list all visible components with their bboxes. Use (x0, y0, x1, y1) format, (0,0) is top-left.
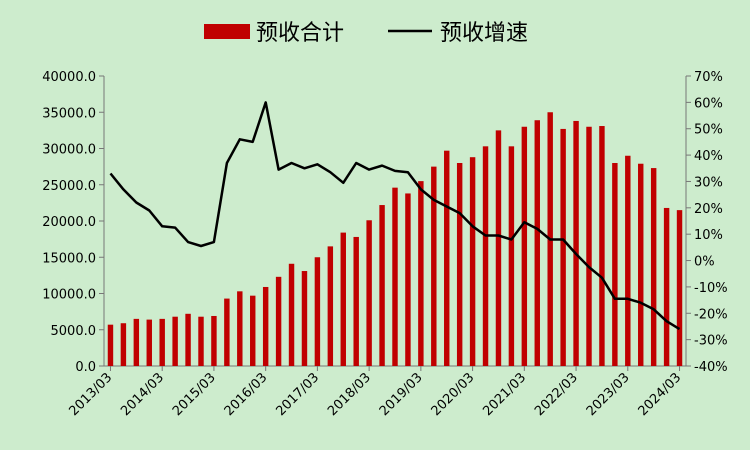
bar (327, 246, 334, 366)
line-series (109, 101, 681, 331)
bar (353, 236, 359, 366)
bar (198, 316, 204, 366)
bar (379, 205, 385, 366)
right-tick-label: -10% (694, 281, 728, 296)
bar (405, 193, 411, 366)
right-tick-label: 40% (694, 149, 723, 164)
x-tick-label: 2019/03 (377, 370, 426, 419)
right-tick-label: -30% (694, 334, 728, 349)
bar (366, 220, 372, 366)
bar-series (107, 112, 683, 367)
x-tick-label: 2014/03 (118, 370, 167, 419)
right-tick-label: -20% (694, 307, 728, 322)
bar (392, 187, 398, 366)
growth-line (109, 101, 681, 331)
x-tick-label: 2013/03 (66, 370, 115, 419)
bar (444, 150, 450, 366)
left-tick-label: 5000.0 (51, 324, 97, 339)
bar (120, 323, 127, 366)
bar (211, 315, 217, 366)
left-tick-label: 15000.0 (42, 251, 96, 266)
left-tick-label: 30000.0 (42, 143, 96, 158)
bar (275, 276, 282, 366)
bar (262, 286, 269, 366)
bar (469, 157, 476, 366)
bar (560, 128, 566, 366)
bar (224, 298, 230, 366)
bar (314, 257, 321, 366)
right-axis-ticks: 70% 60% 50% 40% 30% 20% 10% 0% -10% -20% -30% -40% (686, 70, 728, 375)
left-tick-label: 0.0 (75, 360, 96, 375)
x-tick-label: 2018/03 (325, 370, 374, 419)
bar (340, 232, 346, 366)
left-axis-ticks: 40000.0 35000.0 30000.0 25000.0 20000.0 15000… (42, 70, 104, 375)
right-tick-label: 0% (694, 255, 715, 270)
bar (107, 324, 114, 366)
x-tick-label: 2016/03 (222, 370, 271, 419)
legend-bar-swatch (204, 24, 250, 39)
x-tick-label: 2015/03 (170, 370, 219, 419)
bar (482, 146, 489, 366)
bar (301, 271, 308, 366)
bar (172, 316, 178, 366)
bar (638, 163, 644, 366)
left-tick-label: 25000.0 (42, 179, 96, 194)
right-tick-label: 50% (694, 123, 723, 138)
left-tick-label: 10000.0 (42, 288, 96, 303)
bar (508, 146, 515, 366)
bar (650, 168, 657, 366)
bar (456, 163, 463, 366)
bar (573, 120, 579, 366)
bar (586, 126, 592, 366)
right-tick-label: 10% (694, 228, 723, 243)
x-tick-label: 2020/03 (429, 370, 478, 419)
bar (676, 210, 683, 366)
bar (625, 155, 631, 366)
bar (599, 126, 605, 367)
bar (521, 126, 528, 366)
bar (431, 166, 437, 366)
bar (159, 318, 165, 366)
x-axis-ticks: 2013/03 2014/03 2015/03 2016/03 2017/03 2018/… (66, 366, 684, 419)
bar (250, 295, 256, 366)
bar (663, 207, 670, 366)
x-tick-label: 2022/03 (532, 370, 581, 419)
right-tick-label: 20% (694, 202, 723, 217)
bar (237, 291, 243, 366)
bar (534, 120, 540, 366)
left-tick-label: 20000.0 (42, 215, 96, 230)
x-tick-label: 2017/03 (273, 370, 322, 419)
bar (288, 263, 295, 366)
bar (146, 319, 152, 366)
legend-bar-label: 预收合计 (256, 21, 344, 46)
bar (612, 163, 618, 366)
right-tick-label: 70% (694, 70, 723, 85)
right-tick-label: 30% (694, 175, 723, 190)
bar (133, 318, 140, 366)
right-tick-label: -40% (694, 360, 728, 375)
left-tick-label: 35000.0 (42, 106, 96, 121)
x-tick-label: 2024/03 (636, 370, 685, 419)
bar (495, 130, 502, 366)
bar (418, 181, 424, 366)
right-tick-label: 60% (694, 96, 723, 111)
legend-line-label: 预收增速 (440, 21, 528, 46)
left-tick-label: 40000.0 (42, 70, 96, 85)
bar (185, 313, 191, 366)
x-tick-label: 2023/03 (584, 370, 633, 419)
x-tick-label: 2021/03 (480, 370, 529, 419)
